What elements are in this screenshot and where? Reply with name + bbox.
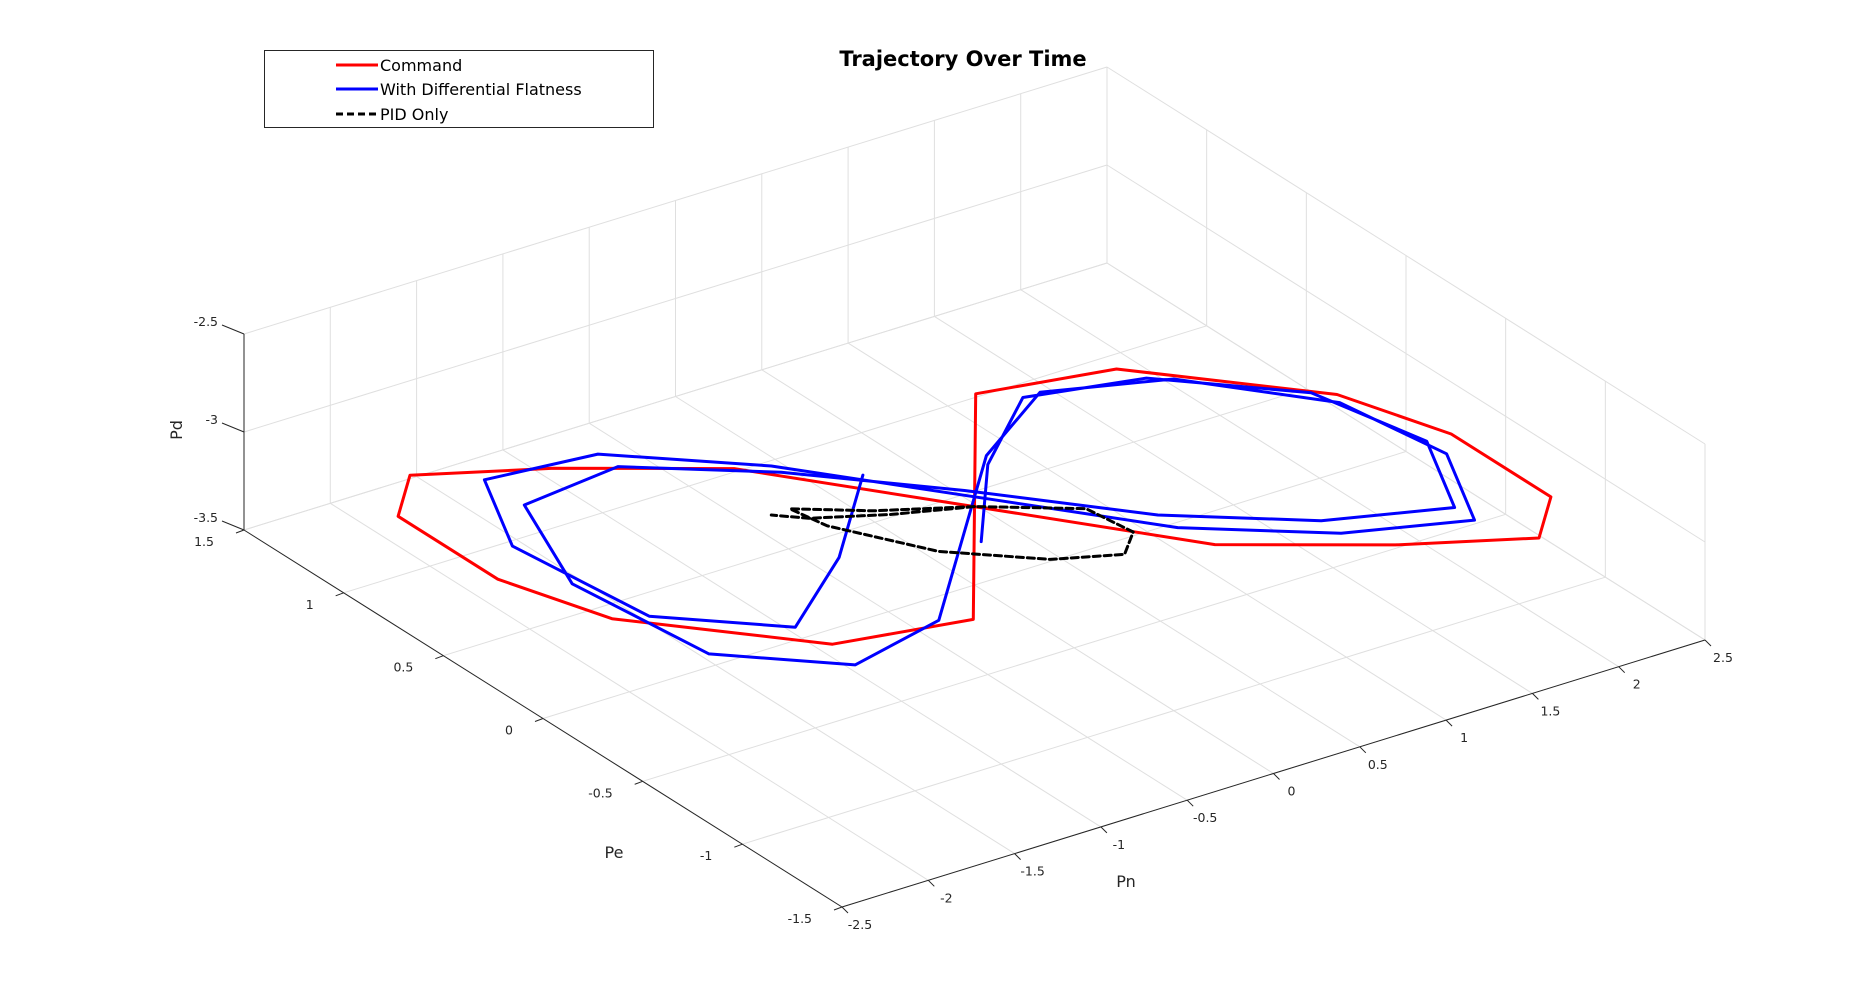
z-tick-mark (221, 324, 245, 335)
y-tick-mark (235, 529, 245, 534)
series-line-1 (482, 376, 1476, 667)
x-tick-label: 0.5 (1368, 757, 1388, 772)
z-tick-label: -3 (206, 412, 218, 427)
y-tick-mark (435, 655, 444, 660)
x-tick-mark (1618, 666, 1626, 674)
y-tick-mark (335, 592, 344, 597)
legend-box (264, 50, 654, 128)
series-layer (396, 367, 1553, 667)
x-tick-mark (1704, 639, 1712, 647)
y-tick-label: 0.5 (393, 660, 413, 675)
z-tick-mark (221, 520, 245, 531)
z-tick-label: -3.5 (194, 510, 218, 525)
x-tick-label: -2.5 (848, 917, 872, 932)
x-tick-label: 0 (1288, 784, 1296, 799)
side-wall-gridline (1106, 164, 1706, 543)
x-tick-mark (1445, 719, 1453, 727)
y-tick-label: -1 (700, 848, 712, 863)
x-tick-mark (1014, 853, 1021, 860)
legend-label-pid: PID Only (380, 105, 448, 124)
x-tick-mark (841, 906, 849, 914)
x-tick-mark (1359, 746, 1367, 754)
x-tick-label: 1.5 (1540, 703, 1560, 718)
back-wall-gridline (243, 164, 1108, 433)
x-tick-mark (1532, 693, 1539, 700)
chart-title: Trajectory Over Time (839, 47, 1086, 71)
legend: Command With Differential Flatness PID O… (264, 50, 654, 128)
x-tick-label: -0.5 (1193, 810, 1217, 825)
series-line-2 (769, 505, 1135, 561)
y-tick-mark (634, 780, 643, 785)
x-tick-mark (1186, 799, 1194, 807)
side-wall-gridline (1106, 66, 1706, 445)
x-tick-label: -1 (1113, 837, 1125, 852)
y-tick-label: -1.5 (788, 911, 812, 926)
z-axis-label: Pd (167, 420, 186, 440)
legend-label-flatness: With Differential Flatness (380, 80, 582, 99)
x-tick-label: -1.5 (1020, 864, 1044, 879)
back-wall-gridline (243, 66, 1108, 335)
tick-layer: -2.5 -2 -1.5 -1 -0.5 0 0.5 1 1.5 2 2.5 -1.5 -1 -0.5 0 0… (194, 314, 1733, 932)
y-tick-mark (734, 843, 743, 848)
x-tick-mark (1273, 773, 1280, 780)
x-tick-label: 2 (1633, 677, 1641, 692)
y-tick-mark (534, 718, 544, 722)
back-wall-gridline (243, 262, 1108, 531)
z-tick-label: -2.5 (194, 314, 218, 329)
y-tick-label: 1.5 (194, 534, 214, 549)
z-tick-mark (221, 422, 245, 433)
y-tick-label: 0 (505, 723, 513, 738)
x-axis-label: Pn (1116, 872, 1136, 891)
floor-gridline (742, 576, 1606, 845)
y-tick-mark (833, 906, 843, 911)
floor-gridline (642, 513, 1506, 782)
x-tick-mark (1100, 826, 1108, 834)
axis-layer (221, 324, 1712, 914)
floor-gridline (343, 325, 1207, 594)
x-tick-label: -2 (940, 890, 952, 905)
x-tick-mark (927, 879, 935, 887)
legend-label-command: Command (380, 56, 462, 75)
side-wall-gridline (1106, 262, 1706, 641)
x-tick-label: 1 (1460, 730, 1468, 745)
x-tick-label: 2.5 (1713, 650, 1733, 665)
y-tick-label: 1 (306, 597, 314, 612)
y-axis-label: Pe (605, 843, 624, 862)
y-tick-label: -0.5 (588, 785, 612, 800)
